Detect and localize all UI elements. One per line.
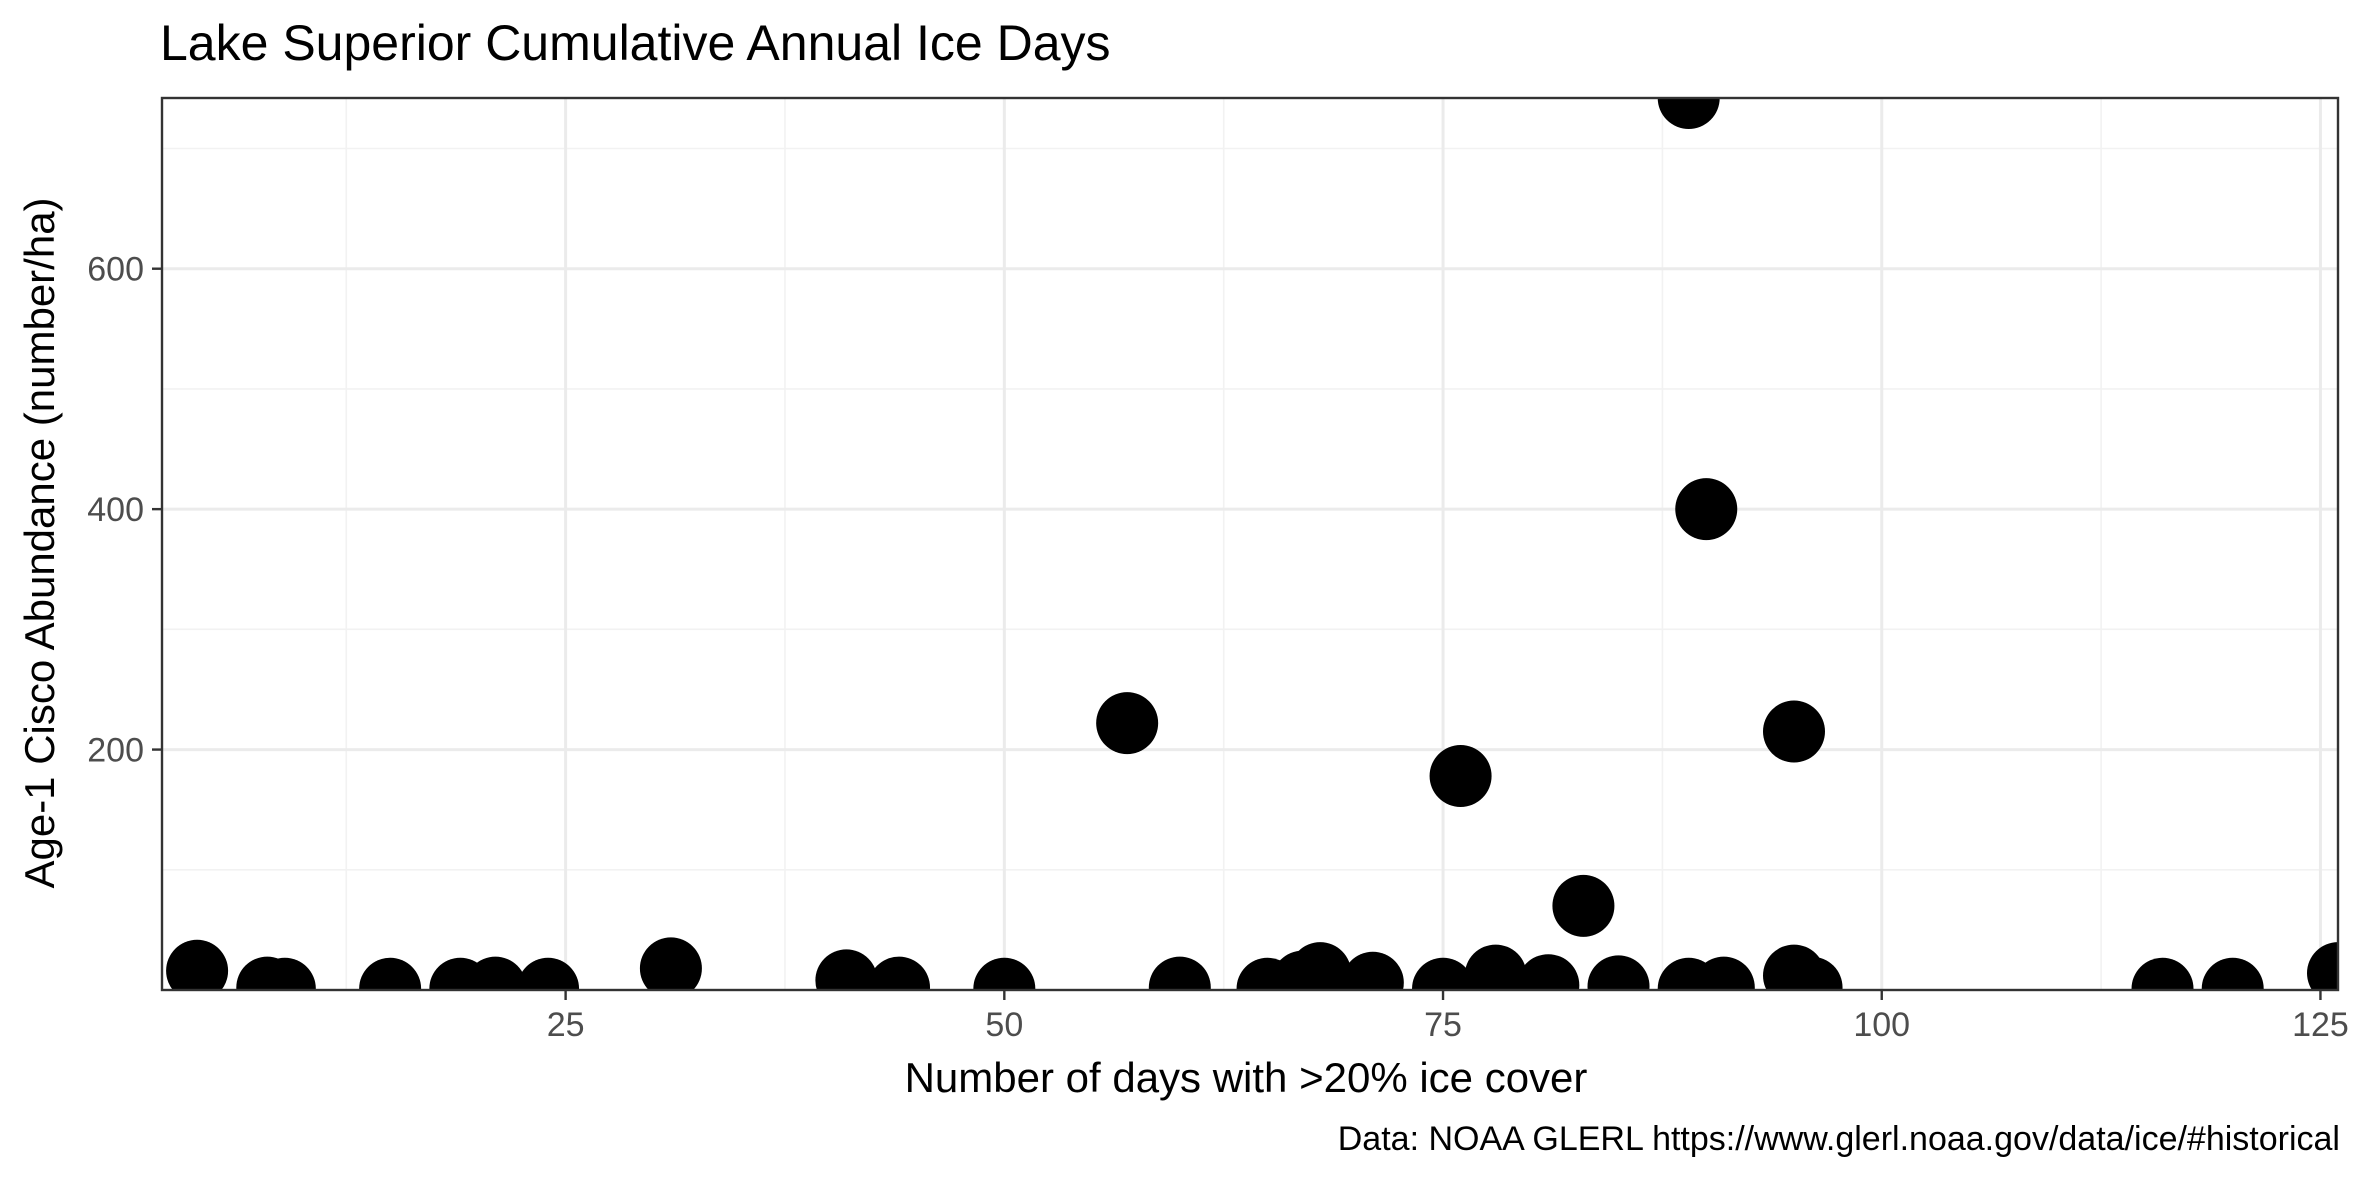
data-point [464,956,527,990]
data-point [2307,942,2338,990]
data-point [2131,957,2194,990]
data-point [2201,957,2264,990]
minor-gridlines [162,98,2338,990]
data-point [1148,956,1211,990]
data-point [1587,955,1650,990]
data-point [1675,478,1738,541]
data-points [166,98,2338,990]
x-axis: 25 50 75 100 125 [547,990,2349,1044]
major-gridlines [162,98,2338,990]
plot-panel [160,96,2340,992]
data-point [1096,692,1159,755]
data-source-caption: Data: NOAA GLERL https://www.glerl.noaa.… [1338,1120,2340,1158]
data-point [1289,942,1352,990]
data-point [517,957,580,990]
y-axis-title: Age-1 Cisco Abundance (number/ha) [16,197,63,888]
data-point [1412,957,1475,990]
x-tick-label: 25 [547,1006,585,1044]
data-point [1341,951,1404,990]
data-point [868,956,931,990]
x-tick-label: 75 [1424,1006,1462,1044]
data-point [166,939,229,990]
data-point [359,957,422,990]
y-tick-label: 400 [87,491,144,529]
data-point [815,949,878,990]
x-axis-title: Number of days with >20% ice cover [905,1054,1588,1101]
y-tick-label: 200 [87,732,144,770]
data-point [1780,956,1843,990]
data-point [1552,874,1615,937]
data-point [1657,98,1720,129]
x-tick-label: 125 [2292,1006,2349,1044]
plot-background [162,98,2338,990]
data-point [1429,745,1492,808]
x-tick-label: 100 [1853,1006,1910,1044]
data-point [973,957,1036,990]
y-tick-label: 600 [87,251,144,289]
y-axis: 200 400 600 [87,251,162,770]
data-point [1692,956,1755,990]
data-point [1763,700,1825,763]
chart-title: Lake Superior Cumulative Annual Ice Days [160,15,1111,71]
data-point [639,937,702,990]
plot-border [160,96,2340,992]
data-point [253,957,316,990]
data-point [1464,944,1527,990]
x-tick-label: 50 [985,1006,1023,1044]
data-point [1517,954,1580,990]
